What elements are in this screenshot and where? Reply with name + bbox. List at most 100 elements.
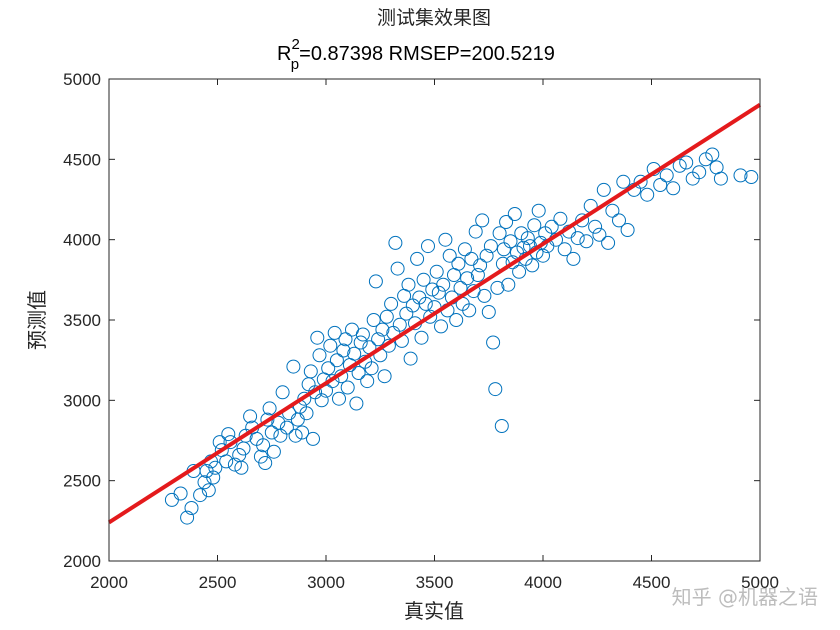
subtitle-sub: p xyxy=(291,56,299,73)
data-point xyxy=(295,425,310,440)
x-tick-label: 3500 xyxy=(416,573,454,592)
data-point xyxy=(243,409,258,424)
data-point xyxy=(368,274,383,289)
data-point xyxy=(477,288,492,303)
data-point xyxy=(338,332,353,347)
data-point xyxy=(273,428,288,443)
data-point xyxy=(503,234,518,249)
data-point xyxy=(496,242,511,257)
data-points xyxy=(164,147,759,525)
data-point xyxy=(262,401,277,416)
data-point xyxy=(164,492,179,507)
x-axis: 2000 2500 3000 3500 4000 4500 5000 xyxy=(90,79,779,592)
data-point xyxy=(197,475,212,490)
data-point xyxy=(505,255,520,270)
x-axis-label: 真实值 xyxy=(404,599,464,623)
x-tick-label: 2000 xyxy=(90,573,128,592)
data-point xyxy=(429,264,444,279)
data-point xyxy=(520,231,535,246)
data-point xyxy=(340,380,355,395)
data-point xyxy=(379,309,394,324)
data-point xyxy=(481,305,496,319)
y-tick-label: 4000 xyxy=(63,231,101,250)
data-point xyxy=(421,239,435,254)
data-point xyxy=(499,215,514,229)
y-tick-label: 4500 xyxy=(63,150,101,169)
data-point xyxy=(206,470,221,485)
data-point xyxy=(431,285,446,300)
data-point xyxy=(436,277,451,292)
x-tick-label: 3000 xyxy=(307,573,345,592)
data-point xyxy=(299,406,314,421)
data-point xyxy=(588,219,603,234)
data-point xyxy=(575,213,590,228)
data-point xyxy=(260,412,275,427)
y-tick-label: 3000 xyxy=(63,391,101,410)
data-point xyxy=(349,396,364,411)
data-point xyxy=(679,155,694,170)
data-point xyxy=(544,219,559,234)
data-point xyxy=(527,218,542,233)
y-tick-label: 3500 xyxy=(63,311,101,330)
data-point xyxy=(310,330,325,345)
data-point xyxy=(659,168,674,183)
data-point xyxy=(266,444,281,459)
data-point xyxy=(536,248,550,263)
data-point xyxy=(579,234,594,249)
data-point xyxy=(672,158,687,173)
data-point xyxy=(744,170,759,184)
x-tick-label: 4000 xyxy=(524,573,562,592)
data-point xyxy=(403,351,418,366)
data-point xyxy=(301,377,316,392)
data-point xyxy=(275,385,290,400)
data-point xyxy=(494,419,509,433)
chart-subtitle: R2 p=0.87398 RMSEP=200.5219 xyxy=(277,36,555,73)
data-point xyxy=(221,427,236,442)
data-point xyxy=(592,227,607,242)
data-point xyxy=(410,251,425,266)
data-point xyxy=(332,391,346,406)
data-point xyxy=(392,317,407,332)
data-point xyxy=(375,322,390,337)
subtitle-r: R xyxy=(277,43,291,65)
data-point xyxy=(405,298,420,313)
data-point xyxy=(212,435,227,450)
data-point xyxy=(314,393,329,408)
x-tick-label: 2500 xyxy=(199,573,237,592)
data-point xyxy=(329,353,344,368)
data-point xyxy=(713,171,728,186)
data-point xyxy=(488,382,503,397)
y-tick-label: 2000 xyxy=(63,552,101,571)
data-point xyxy=(312,348,327,363)
data-point xyxy=(355,327,370,342)
data-point xyxy=(470,268,485,282)
data-point xyxy=(303,364,318,379)
data-point xyxy=(360,374,375,389)
data-point xyxy=(351,366,366,380)
data-point xyxy=(490,280,505,295)
data-point xyxy=(297,391,312,406)
data-point xyxy=(473,258,488,273)
data-point xyxy=(566,251,581,266)
subtitle-sup: 2 xyxy=(291,36,299,53)
data-point xyxy=(633,174,648,189)
data-point xyxy=(601,235,616,250)
data-point xyxy=(733,168,748,183)
data-point xyxy=(512,264,527,279)
data-point xyxy=(653,178,668,192)
data-point xyxy=(353,335,368,350)
data-point xyxy=(371,332,386,347)
data-point xyxy=(336,343,351,358)
data-point xyxy=(705,147,720,162)
x-tick-label: 4500 xyxy=(633,573,671,592)
data-point xyxy=(479,248,494,263)
data-point xyxy=(418,296,433,311)
data-point xyxy=(256,438,271,453)
data-point xyxy=(449,313,464,327)
y-tick-label: 5000 xyxy=(63,70,101,89)
data-point xyxy=(184,501,199,515)
data-point xyxy=(258,456,273,470)
data-point xyxy=(475,213,490,228)
data-point xyxy=(327,325,342,340)
data-point xyxy=(401,277,416,292)
